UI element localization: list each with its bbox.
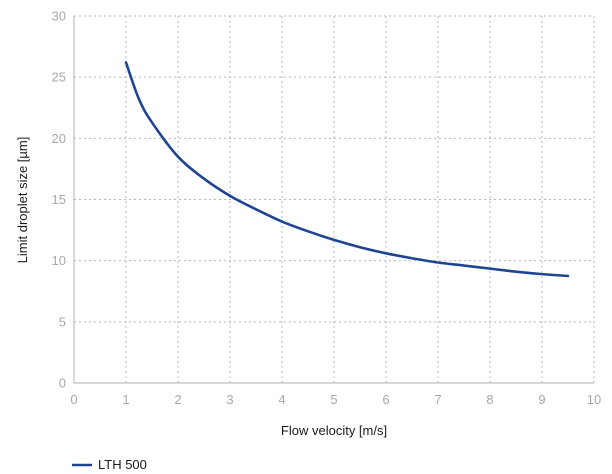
series-group [124,61,570,278]
x-tick-label: 6 [382,392,389,407]
x-tick-label: 7 [434,392,441,407]
x-tick-label: 5 [330,392,337,407]
grid-lines [74,15,595,383]
y-tick-label: 0 [59,376,66,391]
y-tick-label: 5 [59,314,66,329]
legend: LTH 500 [72,457,147,472]
x-tick-label: 2 [174,392,181,407]
y-tick-labels: 0 5 10 15 20 25 30 [52,9,66,391]
y-tick-label: 25 [52,70,66,85]
x-tick-label: 3 [226,392,233,407]
x-tick-label: 1 [122,392,129,407]
x-tick-label: 8 [486,392,493,407]
x-axis-title: Flow velocity [m/s] [281,423,387,438]
x-tick-labels: 0 1 2 3 4 5 6 7 8 9 10 [70,392,601,407]
series-line-lth-500 [124,61,570,278]
x-tick-label: 10 [587,392,601,407]
x-tick-label: 9 [538,392,545,407]
y-axis-title: Limit droplet size [µm] [15,137,30,264]
x-tick-label: 0 [70,392,77,407]
x-tick-label: 4 [278,392,285,407]
y-tick-label: 10 [52,253,66,268]
y-tick-label: 30 [52,9,66,24]
axes [73,16,594,384]
y-tick-label: 15 [52,192,66,207]
legend-label-lth-500: LTH 500 [98,457,147,472]
y-tick-label: 20 [52,131,66,146]
